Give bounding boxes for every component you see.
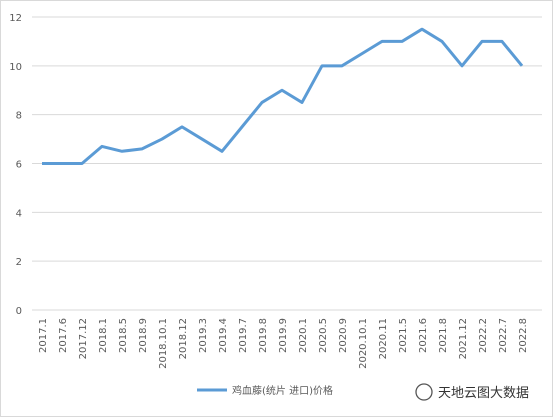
x-tick-label: 2018.10.1 bbox=[158, 318, 169, 369]
watermark: 天地云图大数据 bbox=[415, 383, 529, 401]
legend-label: 鸡血藤(统片 进口)价格 bbox=[232, 384, 333, 397]
y-tick-label: 6 bbox=[16, 160, 22, 171]
x-tick-label: 2018.1 bbox=[98, 318, 109, 353]
x-tick-label: 2017.6 bbox=[58, 318, 69, 353]
x-tick-label: 2020.1 bbox=[298, 318, 309, 353]
x-tick-label: 2019.9 bbox=[278, 318, 289, 353]
x-tick-label: 2019.8 bbox=[258, 318, 269, 353]
y-tick-label: 12 bbox=[9, 13, 22, 24]
x-tick-label: 2021.5 bbox=[398, 318, 409, 353]
y-tick-label: 0 bbox=[16, 306, 22, 317]
y-tick-label: 4 bbox=[16, 208, 22, 219]
x-tick-label: 2017.12 bbox=[78, 318, 89, 359]
x-tick-label: 2018.5 bbox=[118, 318, 129, 353]
y-tick-label: 10 bbox=[9, 62, 22, 73]
y-tick-label: 8 bbox=[16, 111, 22, 122]
x-tick-label: 2022.8 bbox=[518, 318, 529, 353]
x-tick-label: 2017.1 bbox=[38, 318, 49, 353]
x-tick-label: 2022.7 bbox=[498, 318, 509, 353]
x-tick-label: 2018.12 bbox=[178, 318, 189, 359]
x-tick-label: 2020.10.1 bbox=[358, 318, 369, 369]
x-tick-label: 2020.11 bbox=[378, 318, 389, 359]
y-tick-label: 2 bbox=[16, 257, 22, 268]
watermark-text: 天地云图大数据 bbox=[438, 386, 529, 401]
x-tick-label: 2018.9 bbox=[138, 318, 149, 353]
x-tick-label: 2019.4 bbox=[218, 318, 229, 353]
x-tick-label: 2021.6 bbox=[418, 318, 429, 353]
x-tick-label: 2022.2 bbox=[478, 318, 489, 353]
x-tick-label: 2021.8 bbox=[438, 318, 449, 353]
x-tick-label: 2020.9 bbox=[338, 318, 349, 353]
x-tick-label: 2019.3 bbox=[198, 318, 209, 353]
watermark-icon bbox=[415, 383, 433, 401]
x-tick-label: 2020.5 bbox=[318, 318, 329, 353]
x-tick-label: 2021.12 bbox=[458, 318, 469, 359]
x-tick-label: 2019.7 bbox=[238, 318, 249, 353]
line bbox=[42, 27, 524, 165]
